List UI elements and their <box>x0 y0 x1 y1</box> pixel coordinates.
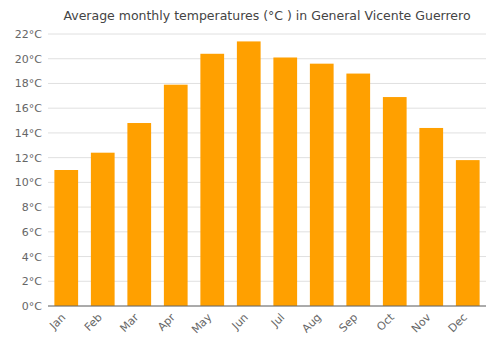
x-tick-label: Mar <box>117 311 141 335</box>
bar <box>456 160 480 306</box>
bar <box>54 170 78 306</box>
chart-svg: Average monthly temperatures (°C ) in Ge… <box>0 0 500 350</box>
y-tick-label: 2°C <box>22 275 42 288</box>
y-tick-label: 20°C <box>15 53 42 66</box>
bar <box>237 41 261 306</box>
x-tick-label: Sep <box>337 311 361 335</box>
y-tick-label: 18°C <box>15 77 42 90</box>
bar <box>91 153 115 306</box>
bars <box>54 41 479 306</box>
grid-line <box>48 108 486 109</box>
x-tick-label: Feb <box>82 311 105 334</box>
x-tick-label: Aug <box>299 311 323 335</box>
title: Average monthly temperatures (°C ) in Ge… <box>63 8 470 23</box>
bar <box>310 64 334 306</box>
y-tick-label: 16°C <box>15 102 42 115</box>
bar <box>419 128 443 306</box>
x-tick-label: Jan <box>46 311 68 333</box>
x-tick-label: Nov <box>409 311 434 336</box>
grid-line <box>48 34 486 35</box>
x-axis-line <box>48 306 486 307</box>
grid-line <box>48 58 486 59</box>
x-tick-label: Dec <box>446 311 470 335</box>
bar <box>346 74 370 306</box>
y-tick-label: 22°C <box>15 28 42 41</box>
y-tick-label: 10°C <box>15 176 42 189</box>
x-tick-label: Apr <box>155 311 178 334</box>
bar <box>164 85 188 306</box>
x-tick-label: Oct <box>374 310 397 333</box>
y-tick-label: 4°C <box>22 251 42 264</box>
bar <box>273 57 297 306</box>
y-tick-label: 14°C <box>15 127 42 140</box>
y-tick-label: 12°C <box>15 152 42 165</box>
x-tick-label: May <box>189 311 215 337</box>
chart-container: Average monthly temperatures (°C ) in Ge… <box>0 0 500 350</box>
y-tick-label: 6°C <box>22 226 42 239</box>
bar <box>200 54 224 306</box>
grid-line <box>48 83 486 84</box>
x-tick-label: Jun <box>229 311 251 333</box>
bar <box>383 97 407 306</box>
y-tick-label: 8°C <box>22 201 42 214</box>
y-tick-label: 0°C <box>22 300 42 313</box>
grid-line <box>48 306 486 307</box>
x-tick-label: Jul <box>268 311 287 330</box>
grid <box>48 34 486 306</box>
bar <box>127 123 151 306</box>
